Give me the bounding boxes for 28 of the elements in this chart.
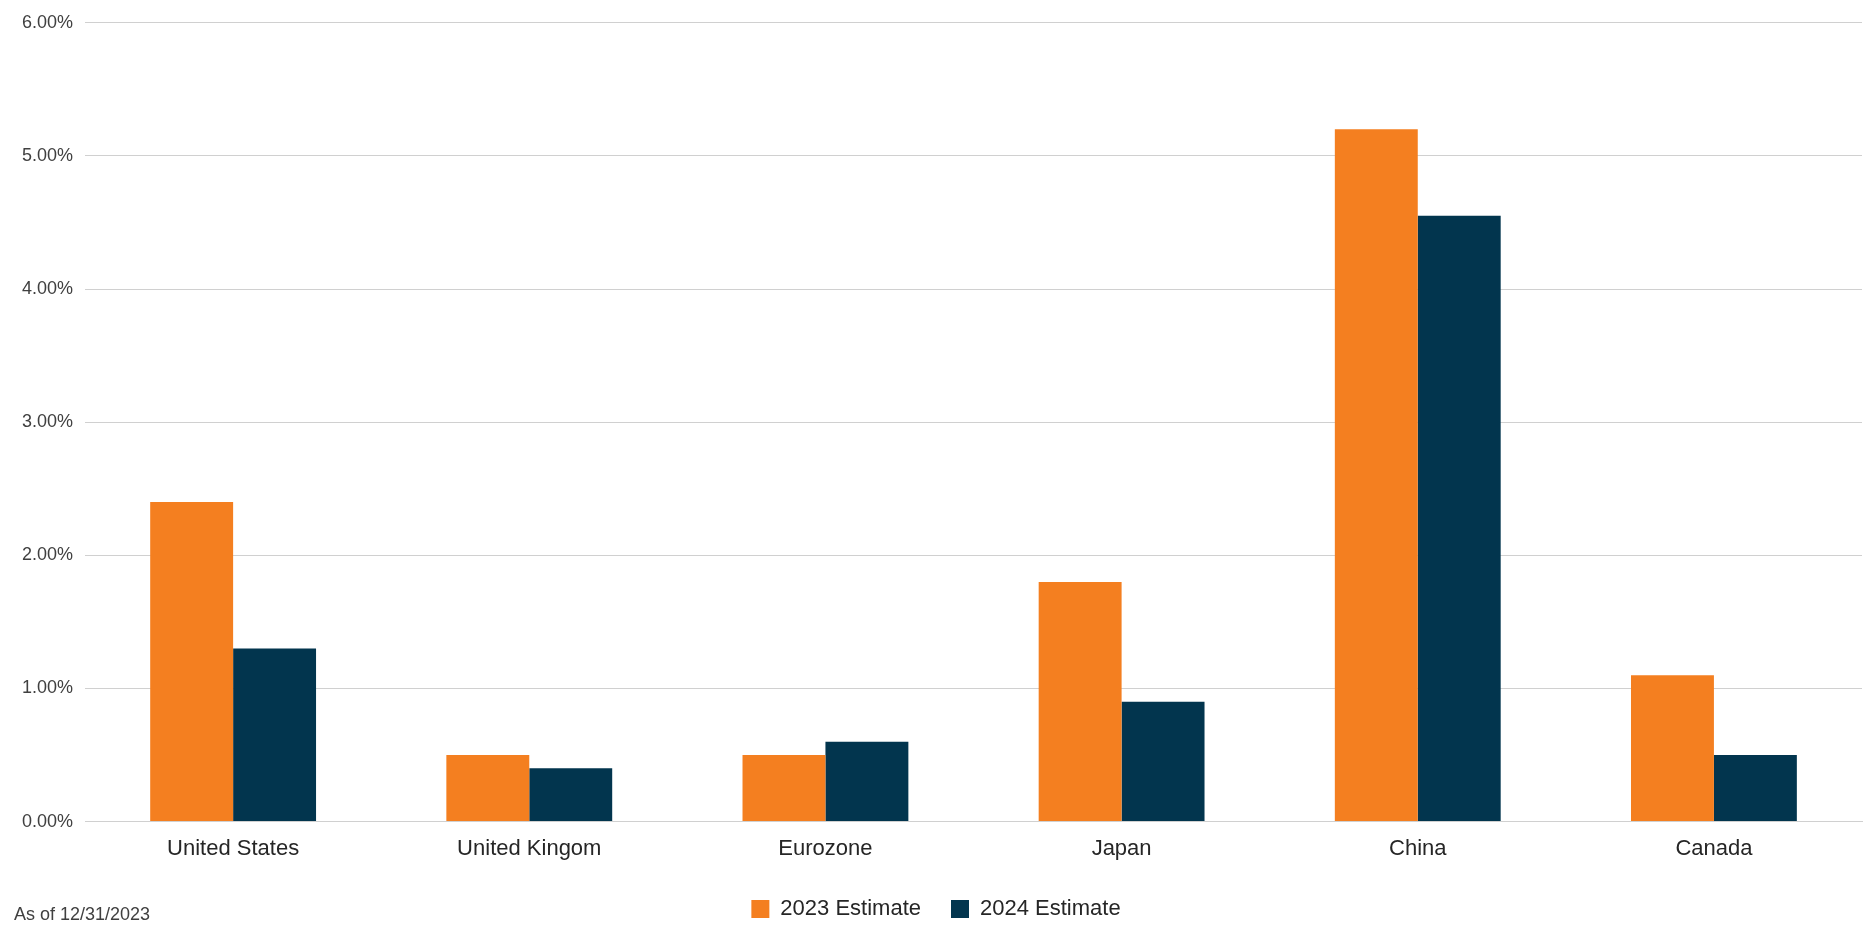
bar <box>150 502 234 822</box>
bar <box>1631 675 1714 822</box>
bar <box>233 648 317 822</box>
x-tick-label: Eurozone <box>778 834 873 860</box>
x-tick-label: United States <box>167 834 300 860</box>
legend-label: 2024 Estimate <box>980 895 1121 921</box>
y-tick-label: 0.00% <box>21 810 74 831</box>
y-tick-label: 3.00% <box>21 411 74 432</box>
bar <box>1713 755 1797 822</box>
bar <box>1417 215 1501 822</box>
bar <box>529 768 613 822</box>
bar <box>825 741 909 822</box>
bar <box>742 755 826 822</box>
y-tick-label: 5.00% <box>21 144 74 165</box>
text: As of 12/31/2023 <box>14 903 151 924</box>
legend-label: 2023 Estimate <box>780 895 921 921</box>
y-tick-label: 4.00% <box>21 278 74 299</box>
y-tick-label: 1.00% <box>21 677 74 698</box>
bar <box>1121 701 1205 822</box>
bar <box>1334 129 1418 822</box>
y-tick-label: 2.00% <box>21 544 74 565</box>
x-tick-label: Canada <box>1675 834 1754 860</box>
y-tick-label: 6.00% <box>21 11 74 32</box>
x-tick-label: Japan <box>1091 834 1152 860</box>
x-tick-label: China <box>1389 834 1448 860</box>
bar <box>1038 581 1122 822</box>
bar <box>446 755 530 822</box>
x-tick-label: United Kingom <box>457 834 602 860</box>
